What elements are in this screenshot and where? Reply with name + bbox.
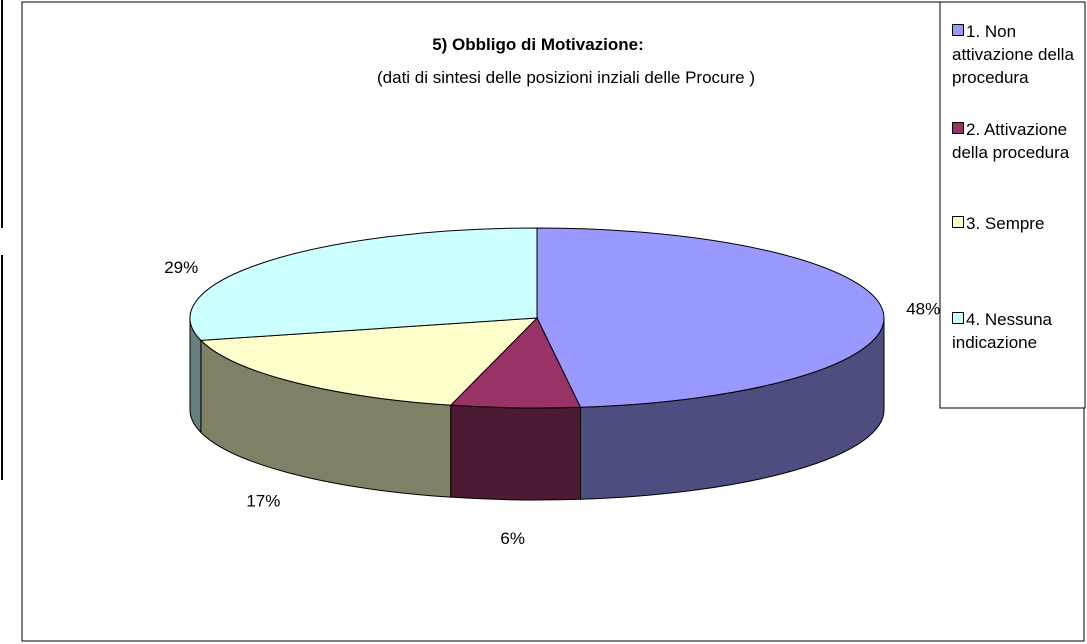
data-label: 48% [906, 299, 940, 318]
data-label: 17% [246, 491, 280, 510]
pie-side [450, 404, 581, 501]
data-label: 6% [500, 529, 525, 548]
legend-label: 3. Sempre [966, 214, 1045, 233]
pie-slice [449, 317, 582, 409]
legend-label: 4. Nessuna indicazione [952, 310, 1052, 352]
legend-entry: 1. Non attivazione della procedura [952, 20, 1080, 89]
legend-swatch [952, 312, 964, 324]
legend-label: 2. Attivazione della procedura [952, 120, 1070, 162]
pie-slice [199, 317, 539, 406]
pie-slice [536, 227, 885, 408]
pie-slice [189, 227, 538, 341]
chart-title: 5) Obbligo di Motivazione: [432, 35, 644, 54]
data-label: 29% [164, 258, 198, 277]
legend-swatch [952, 24, 964, 36]
chart-subtitle: (dati di sintesi delle posizioni inziali… [377, 68, 755, 87]
legend-entry: 4. Nessuna indicazione [952, 308, 1080, 354]
legend-entry: 2. Attivazione della procedura [952, 118, 1080, 164]
legend-box [939, 1, 1086, 409]
legend-label: 1. Non attivazione della procedura [952, 22, 1074, 87]
legend-swatch [952, 122, 964, 134]
legend-entry: 3. Sempre [952, 212, 1080, 235]
legend-swatch [952, 216, 964, 228]
